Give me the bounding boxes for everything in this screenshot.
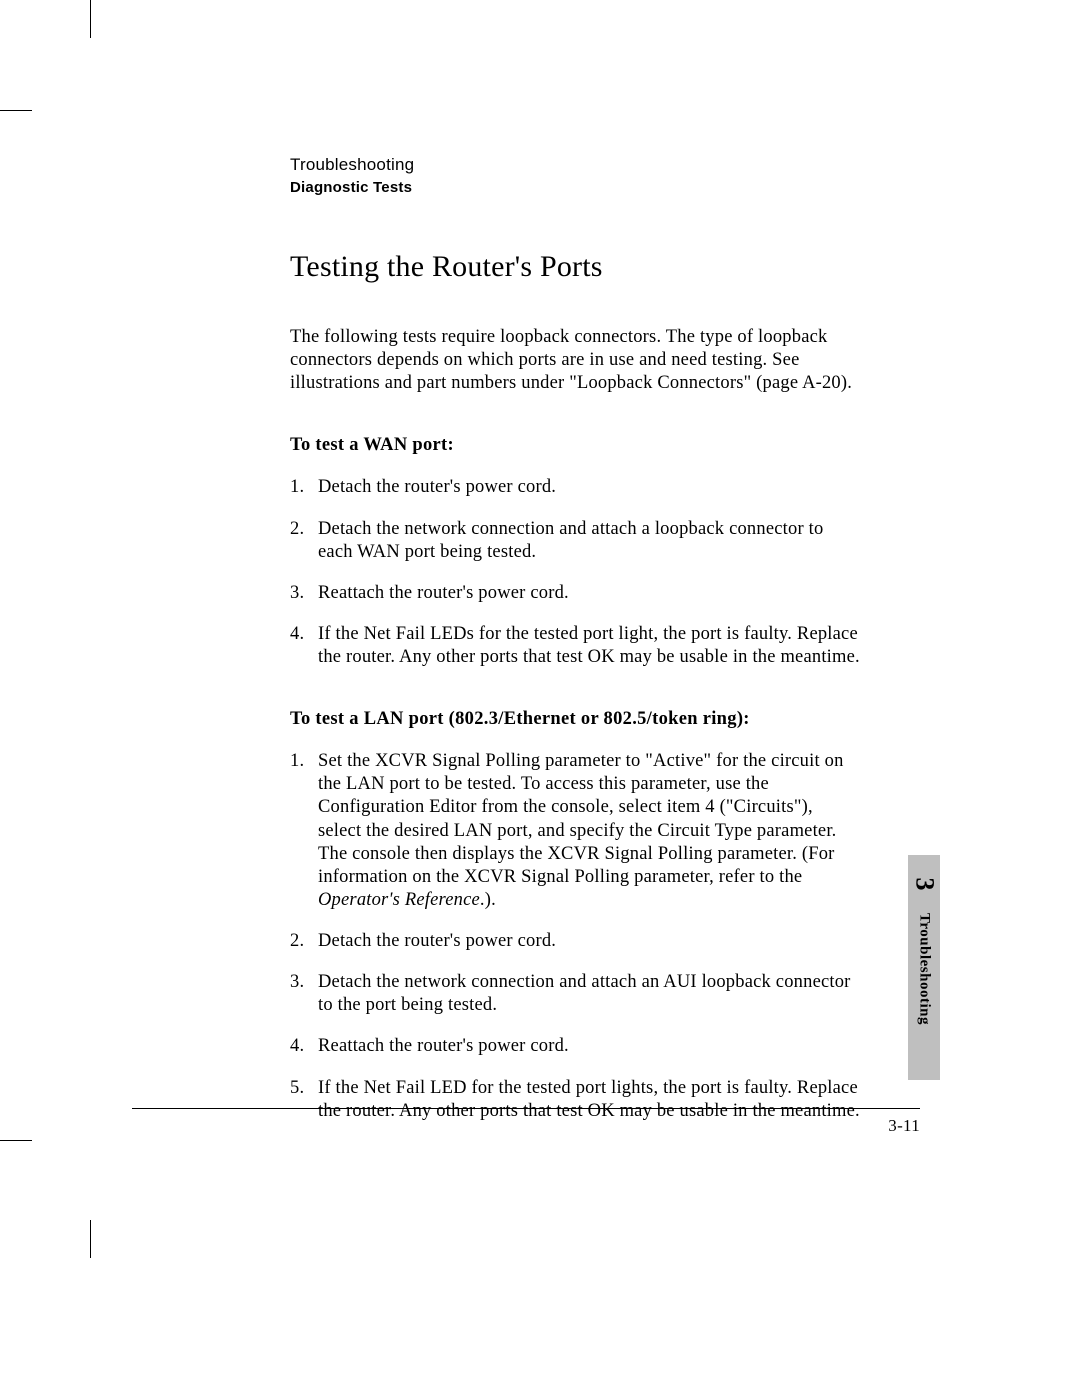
side-tab: 3 Troubleshooting — [908, 855, 940, 1080]
page: Troubleshooting Diagnostic Tests Testing… — [0, 0, 1080, 1397]
step-text: Set the XCVR Signal Polling parameter to… — [318, 750, 860, 912]
side-tab-number: 3 — [909, 878, 939, 891]
running-section: Diagnostic Tests — [290, 179, 860, 196]
crop-mark — [90, 0, 91, 38]
list-item: 2. Detach the network connection and att… — [290, 518, 860, 564]
step-text: Detach the network connection and attach… — [318, 518, 860, 564]
lan-steps: 1. Set the XCVR Signal Polling parameter… — [290, 750, 860, 1123]
step-number: 4. — [290, 623, 318, 669]
step-text-part: Set the XCVR Signal Polling parameter to… — [318, 751, 844, 887]
list-item: 3. Detach the network connection and att… — [290, 971, 860, 1017]
wan-heading: To test a WAN port: — [290, 435, 860, 456]
list-item: 1. Detach the router's power cord. — [290, 476, 860, 499]
step-text: Detach the network connection and attach… — [318, 971, 860, 1017]
list-item: 4. Reattach the router's power cord. — [290, 1035, 860, 1058]
step-text: If the Net Fail LEDs for the tested port… — [318, 623, 860, 669]
step-text: Detach the router's power cord. — [318, 476, 860, 499]
lan-heading: To test a LAN port (802.3/Ethernet or 80… — [290, 709, 860, 730]
step-number: 3. — [290, 971, 318, 1017]
content-area: Troubleshooting Diagnostic Tests Testing… — [290, 155, 860, 1141]
crop-mark — [0, 1140, 32, 1141]
step-number: 2. — [290, 518, 318, 564]
step-number: 3. — [290, 582, 318, 605]
side-tab-label: Troubleshooting — [916, 913, 933, 1025]
list-item: 2. Detach the router's power cord. — [290, 930, 860, 953]
list-item: 3. Reattach the router's power cord. — [290, 582, 860, 605]
step-text: Reattach the router's power cord. — [318, 1035, 860, 1058]
wan-steps: 1. Detach the router's power cord. 2. De… — [290, 476, 860, 669]
step-number: 2. — [290, 930, 318, 953]
step-text: Detach the router's power cord. — [318, 930, 860, 953]
step-text-part: .). — [480, 890, 496, 910]
step-text: If the Net Fail LED for the tested port … — [318, 1077, 860, 1123]
list-item: 5. If the Net Fail LED for the tested po… — [290, 1077, 860, 1123]
step-number: 1. — [290, 476, 318, 499]
step-number: 4. — [290, 1035, 318, 1058]
book-title: Operator's Reference — [318, 890, 480, 910]
page-number: 3-11 — [888, 1116, 920, 1136]
page-title: Testing the Router's Ports — [290, 250, 860, 284]
step-text: Reattach the router's power cord. — [318, 582, 860, 605]
crop-mark — [0, 110, 32, 111]
running-chapter: Troubleshooting — [290, 155, 860, 175]
list-item: 4. If the Net Fail LEDs for the tested p… — [290, 623, 860, 669]
intro-paragraph: The following tests require loopback con… — [290, 326, 860, 395]
list-item: 1. Set the XCVR Signal Polling parameter… — [290, 750, 860, 912]
crop-mark — [90, 1220, 91, 1258]
footer-rule — [132, 1108, 920, 1109]
step-number: 5. — [290, 1077, 318, 1123]
step-number: 1. — [290, 750, 318, 912]
